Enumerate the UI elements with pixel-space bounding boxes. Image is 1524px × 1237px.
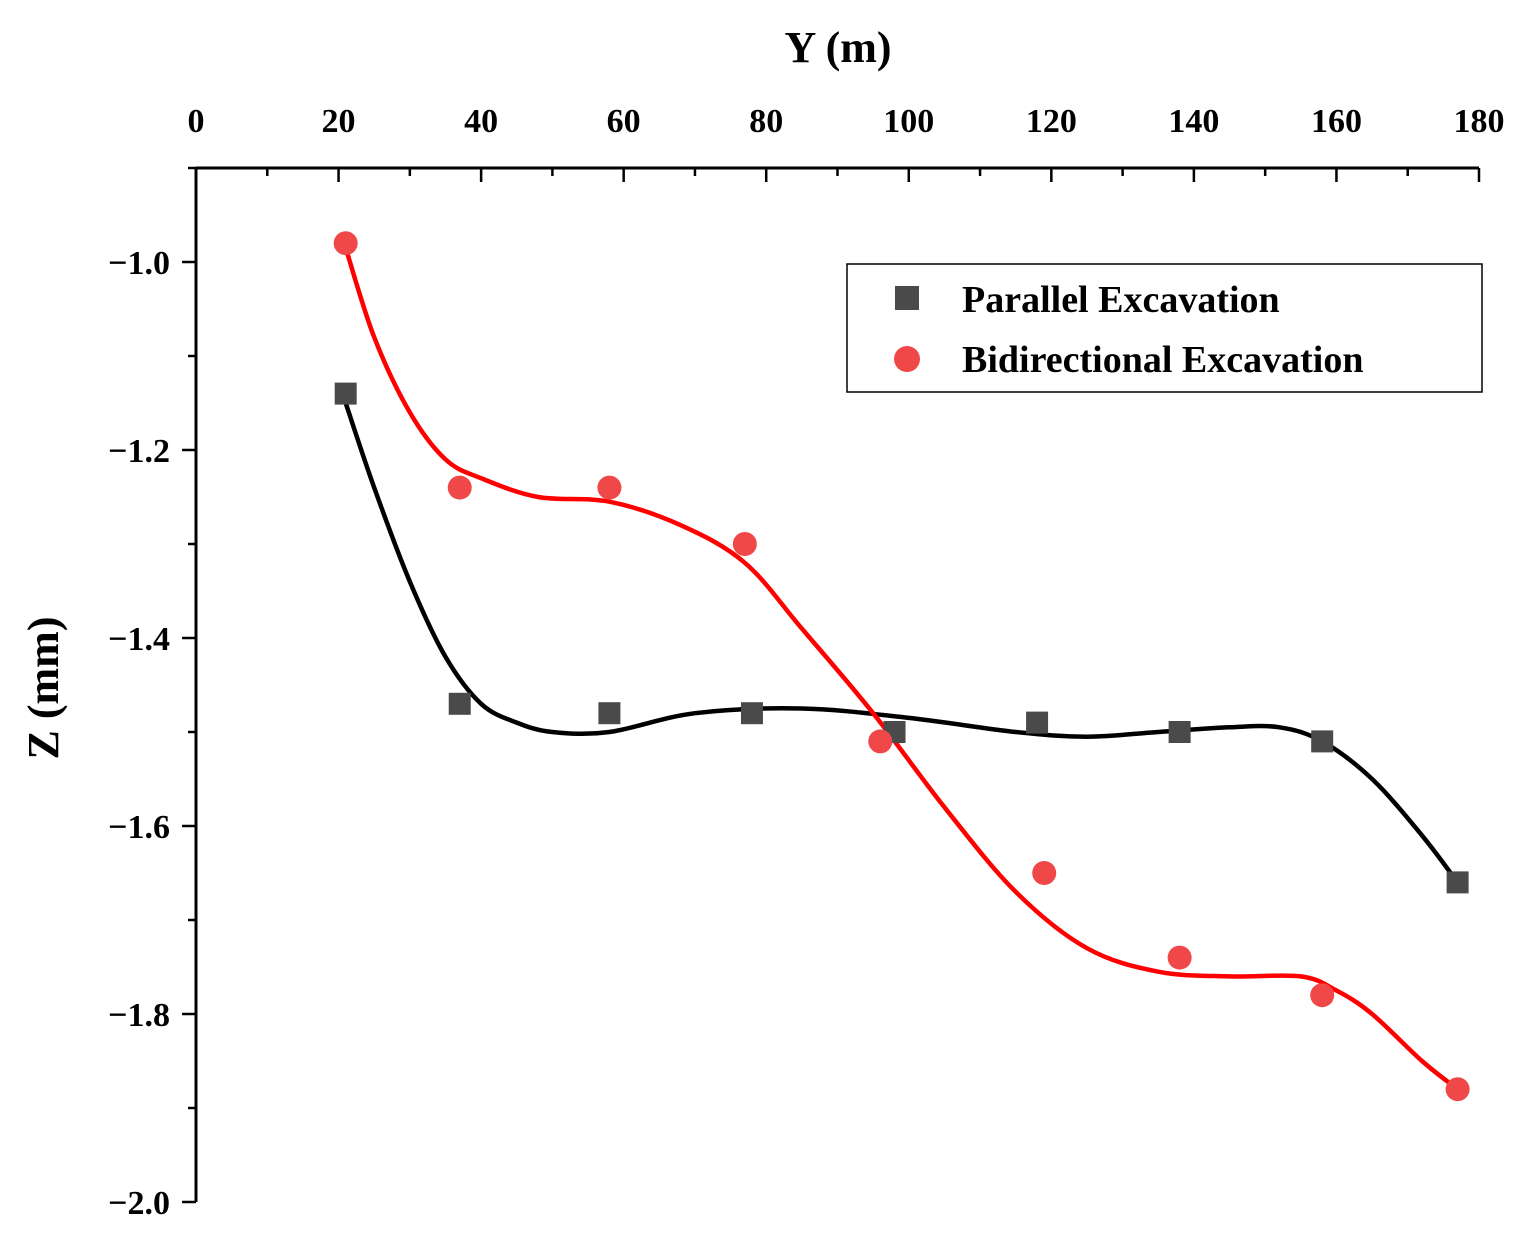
point-parallel xyxy=(448,692,471,715)
fit-line-bidirectional xyxy=(343,245,1460,1092)
point-parallel xyxy=(334,382,357,405)
legend-box xyxy=(846,263,1483,393)
point-parallel xyxy=(1446,871,1469,894)
y-tick-label: −2.0 xyxy=(108,1185,170,1222)
point-bidirectional xyxy=(333,231,358,256)
point-parallel xyxy=(598,702,621,725)
point-bidirectional xyxy=(868,729,893,754)
x-tick-label: 0 xyxy=(188,103,205,140)
point-bidirectional xyxy=(1445,1077,1470,1102)
legend-marker-bidirectional xyxy=(894,346,920,372)
point-bidirectional xyxy=(1167,945,1192,970)
ticks: 0 20 40 60 80 100 120 140 160 180 −1.0 −1.2 −1.4 −1.6… xyxy=(108,103,1504,1222)
y-axis-title: Z (mm) xyxy=(19,617,68,760)
point-bidirectional xyxy=(597,475,622,500)
y-tick-label: −1.2 xyxy=(108,433,170,470)
x-axis-title: Y (m) xyxy=(784,23,891,72)
legend-label-parallel: Parallel Excavation xyxy=(962,279,1280,321)
x-tick-label: 100 xyxy=(883,103,934,140)
fit-lines xyxy=(343,245,1460,1092)
point-parallel xyxy=(740,702,763,725)
data-points xyxy=(333,231,1470,1102)
y-tick-label: −1.4 xyxy=(108,621,170,658)
point-bidirectional xyxy=(1032,861,1057,885)
x-tick-label: 160 xyxy=(1311,103,1362,140)
legend-label-bidirectional: Bidirectional Excavation xyxy=(962,339,1363,381)
y-tick-label: −1.8 xyxy=(108,997,170,1034)
legend-marker-parallel xyxy=(895,286,919,310)
x-tick-label: 120 xyxy=(1026,103,1077,140)
point-bidirectional xyxy=(447,475,472,500)
point-bidirectional xyxy=(1310,983,1335,1008)
point-parallel xyxy=(1026,711,1049,734)
legend: Parallel Excavation Bidirectional Excava… xyxy=(846,263,1483,393)
y-tick-label: −1.6 xyxy=(108,809,170,846)
x-tick-label: 20 xyxy=(322,103,356,140)
x-tick-label: 140 xyxy=(1168,103,1219,140)
x-tick-label: 80 xyxy=(749,103,783,140)
x-tick-label: 180 xyxy=(1454,103,1505,140)
x-tick-label: 40 xyxy=(464,103,498,140)
fit-line-parallel xyxy=(343,400,1460,885)
y-tick-label: −1.0 xyxy=(108,245,170,282)
point-bidirectional xyxy=(732,532,757,556)
point-parallel xyxy=(1311,730,1334,753)
x-tick-label: 60 xyxy=(607,103,641,140)
point-parallel xyxy=(1168,721,1191,743)
